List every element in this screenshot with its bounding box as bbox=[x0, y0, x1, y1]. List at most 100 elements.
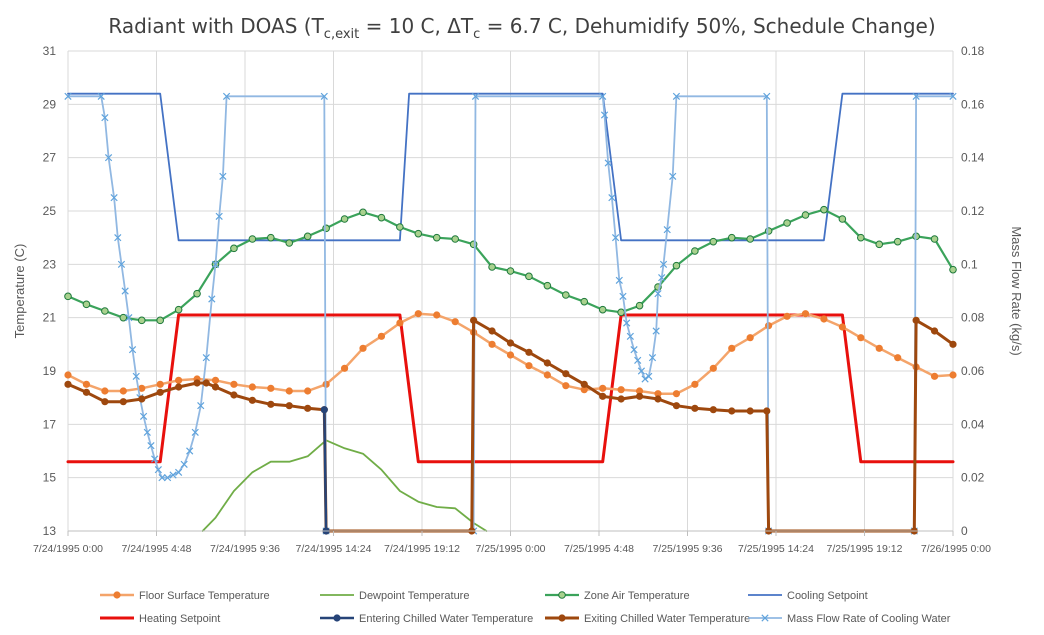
data-point bbox=[746, 334, 754, 342]
data-point bbox=[117, 260, 126, 268]
data-point bbox=[267, 384, 275, 392]
data-point bbox=[599, 392, 607, 400]
data-point bbox=[912, 316, 920, 324]
legend-label: Exiting Chilled Water Temperature bbox=[584, 613, 750, 625]
data-point bbox=[101, 307, 109, 315]
data-point bbox=[488, 340, 496, 348]
data-point bbox=[930, 327, 939, 335]
data-point bbox=[396, 223, 404, 231]
data-point bbox=[175, 468, 183, 476]
data-point bbox=[930, 235, 939, 243]
data-point bbox=[709, 237, 718, 246]
data-point bbox=[377, 213, 386, 222]
data-point bbox=[763, 92, 771, 100]
data-point bbox=[617, 386, 625, 394]
data-point bbox=[949, 92, 957, 100]
x-tick-label: 7/24/1995 19:12 bbox=[384, 543, 460, 555]
data-point bbox=[672, 390, 681, 398]
data-point bbox=[322, 224, 330, 233]
x-tick-label: 7/24/1995 9:36 bbox=[210, 543, 280, 555]
data-point bbox=[396, 319, 404, 327]
title-part: = 10 C, ΔT bbox=[359, 14, 474, 38]
data-point bbox=[634, 356, 642, 364]
data-point bbox=[143, 428, 151, 436]
y2-tick-label: 0.12 bbox=[961, 204, 985, 218]
y-tick-label: 27 bbox=[43, 151, 57, 165]
legend-label: Zone Air Temperature bbox=[584, 590, 690, 602]
data-point bbox=[359, 208, 367, 217]
data-point bbox=[248, 383, 256, 391]
data-point bbox=[303, 232, 312, 241]
series-6 bbox=[64, 316, 957, 535]
data-point bbox=[506, 351, 515, 359]
x-tick-label: 7/24/1995 4:48 bbox=[121, 543, 191, 555]
data-point bbox=[820, 315, 828, 323]
y-tick-label: 13 bbox=[43, 524, 57, 538]
data-point bbox=[893, 237, 902, 246]
legend-marker bbox=[333, 614, 341, 622]
data-point bbox=[414, 310, 422, 318]
data-point bbox=[125, 314, 133, 322]
title-subscript: c,exit bbox=[324, 27, 359, 42]
title-subscript: c bbox=[473, 27, 480, 42]
data-point bbox=[433, 311, 441, 319]
series-line bbox=[67, 92, 954, 242]
data-point bbox=[156, 388, 164, 396]
legend-item: Cooling Setpoint bbox=[748, 590, 868, 602]
axes: 13 15 17 19 21 23 25 27 29 31 0 0.02 0.04 0.06 0.08 0.1… bbox=[33, 44, 991, 555]
data-point bbox=[64, 380, 72, 388]
legend-item: Mass Flow Rate of Cooling Water bbox=[748, 613, 951, 625]
data-point bbox=[110, 194, 118, 202]
y-tick-label: 17 bbox=[43, 417, 57, 431]
data-point bbox=[340, 364, 349, 372]
legend-label: Floor Surface Temperature bbox=[139, 590, 270, 602]
data-point bbox=[857, 334, 865, 342]
data-point bbox=[285, 239, 294, 247]
data-point bbox=[562, 382, 570, 390]
data-point bbox=[645, 372, 653, 380]
data-point bbox=[949, 371, 957, 379]
data-point bbox=[64, 371, 72, 379]
data-point bbox=[248, 396, 256, 404]
data-point bbox=[82, 380, 91, 388]
data-point bbox=[137, 316, 146, 325]
y-tick-label: 15 bbox=[43, 471, 57, 485]
x-tick-label: 7/25/1995 14:24 bbox=[738, 543, 814, 555]
data-point bbox=[598, 305, 607, 314]
data-point bbox=[285, 387, 293, 395]
data-point bbox=[230, 244, 238, 253]
data-point bbox=[101, 114, 109, 122]
data-point bbox=[930, 372, 939, 380]
data-point bbox=[543, 281, 552, 290]
data-point bbox=[648, 354, 657, 362]
data-point bbox=[728, 344, 736, 352]
y-axis-title: Temperature (C) bbox=[12, 244, 27, 339]
data-point bbox=[783, 219, 791, 227]
data-point bbox=[432, 233, 441, 242]
data-point bbox=[659, 260, 668, 268]
data-point bbox=[506, 339, 515, 347]
x-tick-label: 7/25/1995 4:48 bbox=[564, 543, 634, 555]
data-point bbox=[488, 263, 496, 271]
data-point bbox=[248, 235, 257, 243]
data-point bbox=[728, 407, 736, 415]
data-point bbox=[630, 346, 638, 354]
data-point bbox=[672, 261, 681, 270]
data-point bbox=[894, 354, 902, 362]
x-tick-label: 7/25/1995 0:00 bbox=[475, 543, 545, 555]
data-point bbox=[222, 92, 231, 100]
data-point bbox=[193, 379, 201, 387]
x-tick-label: 7/26/1995 0:00 bbox=[921, 543, 991, 555]
data-point bbox=[359, 344, 367, 352]
data-point bbox=[215, 212, 223, 220]
data-point bbox=[82, 388, 91, 396]
data-point bbox=[949, 340, 957, 348]
data-point bbox=[469, 240, 478, 249]
data-point bbox=[101, 398, 109, 406]
y2-tick-label: 0.06 bbox=[961, 364, 985, 378]
data-point bbox=[211, 376, 220, 384]
data-point bbox=[139, 412, 148, 420]
data-point bbox=[709, 364, 717, 372]
y-tick-label: 29 bbox=[43, 97, 57, 111]
